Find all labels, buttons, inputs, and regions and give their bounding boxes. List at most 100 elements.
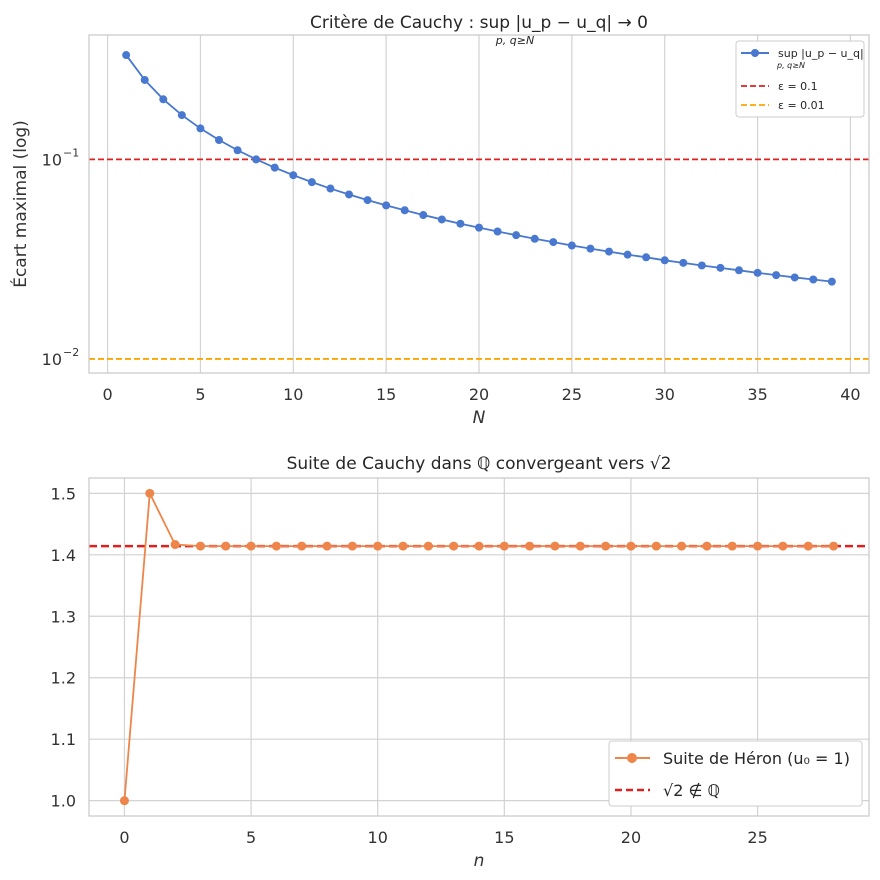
data-point [373,541,383,551]
legend-series-label: sup |u_p − u_q| [778,47,864,60]
data-point [398,541,408,551]
data-point [790,273,799,282]
data-point [195,541,205,551]
data-point [772,271,781,280]
data-point [233,146,242,155]
data-point [437,215,446,224]
x-tick-label: 0 [102,385,112,404]
y-tick-label: 1.2 [51,669,76,688]
data-point [347,541,357,551]
legend-series-marker [627,753,637,763]
data-point [345,190,353,199]
y-tick-label: 10 [42,150,62,169]
data-point [778,541,788,551]
data-point [145,488,155,498]
x-tick-label: 25 [562,385,582,404]
data-point [716,263,725,272]
legend-eps2-label: ε = 0.01 [778,99,825,112]
data-point [289,171,298,180]
y-tick-label: 1.3 [51,607,76,626]
data-point [423,541,433,551]
data-point [270,163,279,172]
data-point [246,541,256,551]
data-point [252,155,261,164]
data-point [363,196,372,205]
chart-heron-sequence: 0 5 10 15 20 25 1.0 1.1 1.2 1.3 1.4 1.5 Suite de C… [51,454,870,871]
x-tick-label: 30 [655,385,675,404]
data-point [697,261,706,270]
data-point [575,541,585,551]
data-point [735,266,743,275]
chart-title: Critère de Cauchy : sup |u_p − u_q| → 0 [310,13,648,33]
x-tick-label: 20 [621,828,641,847]
data-point [475,223,483,232]
x-axis-label: n [474,851,485,871]
legend-box [608,740,863,807]
data-point [499,541,509,551]
data-point [550,541,560,551]
data-point [177,111,186,120]
data-point [549,238,558,247]
data-point [605,247,613,256]
chart-title-subscript: p, q≥N [495,34,534,47]
legend: sup |u_p − u_q| p, q≥N ε = 0.1 ε = 0.01 [735,40,865,118]
data-point [322,541,332,551]
data-point [400,206,409,215]
data-point [297,541,307,551]
data-point [567,241,576,250]
data-point [626,541,636,551]
x-tick-label: 0 [119,828,129,847]
data-point [196,124,205,133]
data-point [677,541,687,551]
legend-sqrt2-label: √2 ∉ ℚ [663,781,720,800]
y-tick-label: 1.5 [51,484,76,503]
data-point [679,258,688,267]
legend-series-marker [751,49,759,57]
y-tick-exponent: −2 [63,346,79,359]
legend-series-subscript: p, q≥N [776,61,805,70]
legend-series-label: Suite de Héron (u₀ = 1) [663,749,850,768]
x-tick-label: 25 [747,828,767,847]
data-point [419,211,428,220]
x-tick-label: 40 [840,385,860,404]
data-point [449,541,459,551]
data-point [122,51,131,60]
data-point [623,250,632,259]
chart-title: Suite de Cauchy dans ℚ convergeant vers … [287,454,672,474]
data-point [702,541,712,551]
data-point [512,231,521,240]
data-point [271,541,281,551]
data-point [456,219,465,228]
legend: Suite de Héron (u₀ = 1) √2 ∉ ℚ [608,740,863,807]
data-point [493,227,502,236]
data-point [601,541,611,551]
data-point [221,541,231,551]
y-tick-exponent: −1 [63,146,79,159]
data-point [474,541,484,551]
data-point [827,277,836,286]
x-tick-label: 5 [246,828,256,847]
legend-eps1-label: ε = 0.1 [778,80,818,93]
data-point [651,541,661,551]
data-point [530,234,539,243]
data-point [140,75,149,84]
data-point [525,541,535,551]
x-tick-label: 15 [376,385,396,404]
x-tick-label: 10 [368,828,388,847]
legend-box [735,40,865,118]
chart-cauchy-criterion: 0 5 10 15 20 25 30 35 40 10−110−2 Critère de Cau… [9,13,870,428]
data-point [586,244,595,253]
data-point [307,178,316,187]
data-point [753,268,762,277]
data-point [170,540,180,550]
data-point [326,184,335,193]
data-point [803,541,813,551]
y-axis-label: Écart maximal (log) [9,120,31,288]
y-tick-label: 1.4 [51,546,76,565]
plot-frame [88,34,870,374]
x-tick-label: 5 [195,385,205,404]
data-point [642,253,651,262]
data-point [119,796,129,806]
data-point [809,275,818,284]
